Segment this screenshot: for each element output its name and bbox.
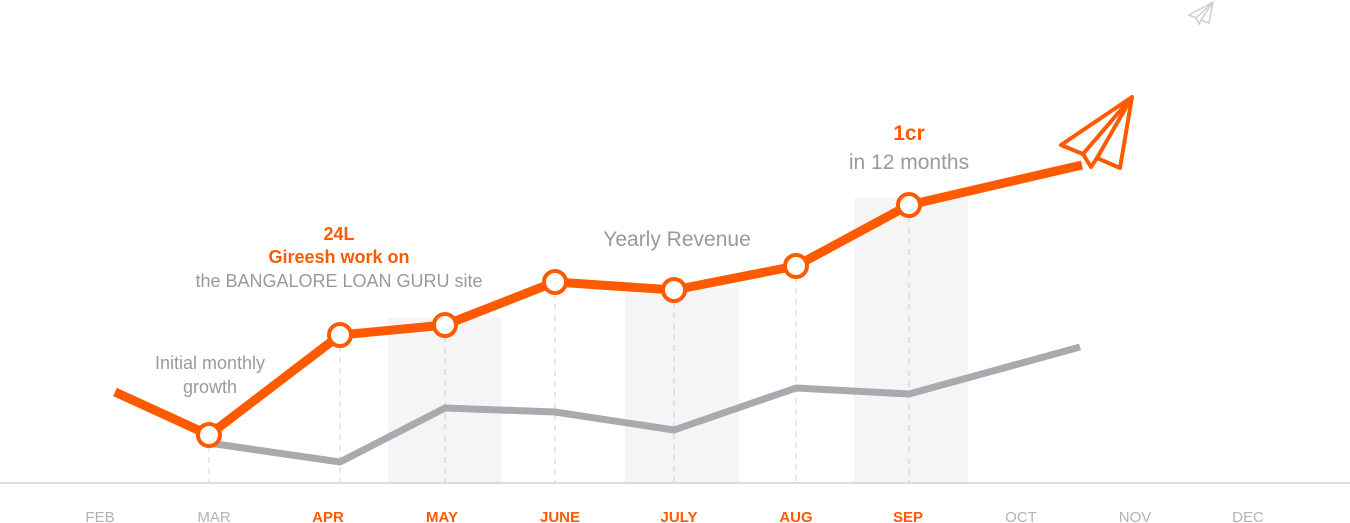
data-point-apr bbox=[327, 322, 353, 348]
milestone-value: 24L bbox=[323, 224, 354, 244]
x-tick-label: JULY bbox=[661, 509, 698, 523]
data-point-mar bbox=[196, 422, 222, 448]
data-point-june bbox=[542, 269, 568, 295]
shaded-column-sep bbox=[854, 198, 968, 483]
data-point-aug bbox=[783, 253, 809, 279]
goal-label: in 12 months bbox=[849, 151, 969, 174]
gray-series-line bbox=[208, 343, 1081, 466]
x-tick-label: DEC bbox=[1232, 509, 1264, 523]
x-tick-label: FEB bbox=[85, 509, 114, 523]
x-tick-label: AUG bbox=[779, 509, 812, 523]
shaded-column-july bbox=[625, 288, 739, 483]
data-point-may bbox=[432, 312, 458, 338]
milestone-label-1: Gireesh work on bbox=[268, 247, 409, 267]
paper-plane-small-icon bbox=[1187, 0, 1215, 26]
series-label: Yearly Revenue bbox=[603, 228, 751, 251]
x-tick-label: NOV bbox=[1119, 509, 1152, 523]
x-tick-label: OCT bbox=[1005, 509, 1037, 523]
initial-label-1: Initial monthly bbox=[155, 353, 265, 373]
shaded-column-may bbox=[388, 318, 502, 483]
paper-plane-icon bbox=[1059, 95, 1134, 170]
x-tick-label: MAR bbox=[197, 509, 231, 523]
milestone-label-2: the BANGALORE LOAN GURU site bbox=[195, 271, 482, 291]
x-tick-label: APR bbox=[312, 509, 344, 523]
goal-value: 1cr bbox=[893, 122, 925, 145]
x-tick-label: JUNE bbox=[540, 509, 580, 523]
data-point-sep bbox=[896, 192, 922, 218]
x-tick-label: SEP bbox=[893, 509, 923, 523]
x-tick-label: MAY bbox=[426, 509, 458, 523]
data-point-july bbox=[661, 277, 687, 303]
initial-label-2: growth bbox=[183, 377, 237, 397]
